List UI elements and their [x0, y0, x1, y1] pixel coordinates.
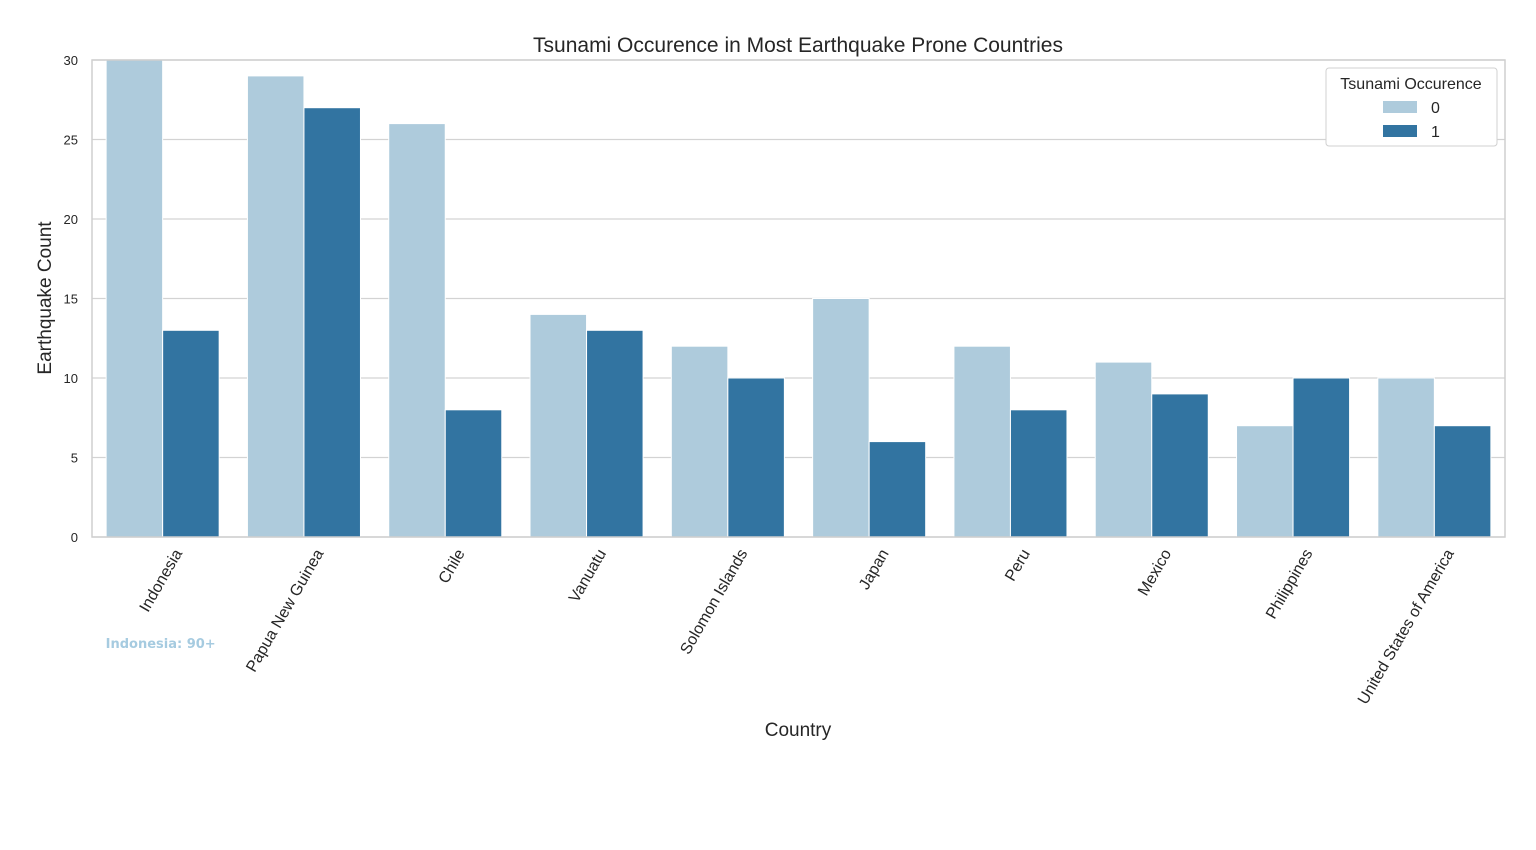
legend-label-1: 1	[1431, 124, 1440, 141]
annotations: Indonesia: 90+	[106, 637, 216, 652]
legend-swatch-1	[1383, 125, 1417, 137]
x-tick-label: Papua New Guinea	[243, 546, 327, 675]
x-tick-labels: Indonesia Papua New Guinea Chile Vanuatu Sol…	[137, 546, 1458, 707]
bar-0-chile	[388, 123, 446, 538]
bar-0-vanuatu	[529, 313, 588, 538]
y-tick-label: 10	[64, 371, 78, 386]
x-tick-label: United States of America	[1355, 546, 1458, 707]
bar-1-philippines	[1292, 377, 1351, 538]
bar-0-japan	[812, 298, 870, 538]
bar-1-mexico	[1151, 393, 1209, 538]
x-tick-label: Solomon Islands	[677, 547, 751, 658]
y-axis-title: Earthquake Count	[35, 221, 56, 375]
bar-1-japan	[868, 441, 927, 538]
bar-1-vanuatu	[586, 329, 644, 538]
x-axis-title: Country	[765, 720, 832, 741]
bar-0-solomon-islands	[670, 345, 729, 538]
x-tick-label: Indonesia	[137, 546, 186, 615]
bar-1-papua-new-guinea	[303, 107, 361, 538]
legend-swatch-0	[1383, 101, 1417, 113]
x-tick-label: Vanuatu	[566, 547, 610, 606]
x-tick-label: Mexico	[1135, 546, 1175, 598]
bar-1-solomon-islands	[727, 377, 785, 538]
bar-0-philippines	[1236, 425, 1294, 538]
bar-0-united-states-of-america	[1377, 377, 1435, 538]
bar-1-chile	[444, 409, 503, 538]
y-tick-label: 25	[64, 133, 78, 148]
y-tick-label: 20	[64, 212, 78, 227]
bar-0-peru	[953, 345, 1011, 538]
y-tick-label: 30	[64, 53, 78, 68]
legend-title: Tsunami Occurence	[1340, 76, 1481, 93]
legend: Tsunami Occurence 0 1	[1325, 67, 1498, 147]
x-tick-label: Peru	[1002, 547, 1034, 585]
bar-1-peru	[1009, 409, 1068, 538]
x-tick-label: Philippines	[1263, 547, 1316, 623]
plot-frame	[91, 59, 1506, 538]
x-tick-label: Japan	[856, 547, 893, 593]
bar-1-indonesia	[162, 329, 220, 538]
y-tick-labels: 0 5 10 15 20 25 30	[64, 53, 78, 545]
y-tick-label: 5	[71, 451, 78, 466]
legend-label-0: 0	[1431, 100, 1440, 117]
x-tick-label: Chile	[436, 546, 469, 586]
y-tick-label: 0	[71, 530, 78, 545]
bar-0-indonesia	[105, 59, 164, 538]
bar-1-united-states-of-america	[1433, 425, 1492, 538]
bar-0-papua-new-guinea	[246, 75, 305, 538]
annotation-label: Indonesia: 90+	[106, 637, 216, 652]
bar-0-mexico	[1094, 361, 1153, 538]
y-tick-label: 15	[64, 292, 78, 307]
chart-title: Tsunami Occurence in Most Earthquake Pro…	[533, 34, 1063, 57]
